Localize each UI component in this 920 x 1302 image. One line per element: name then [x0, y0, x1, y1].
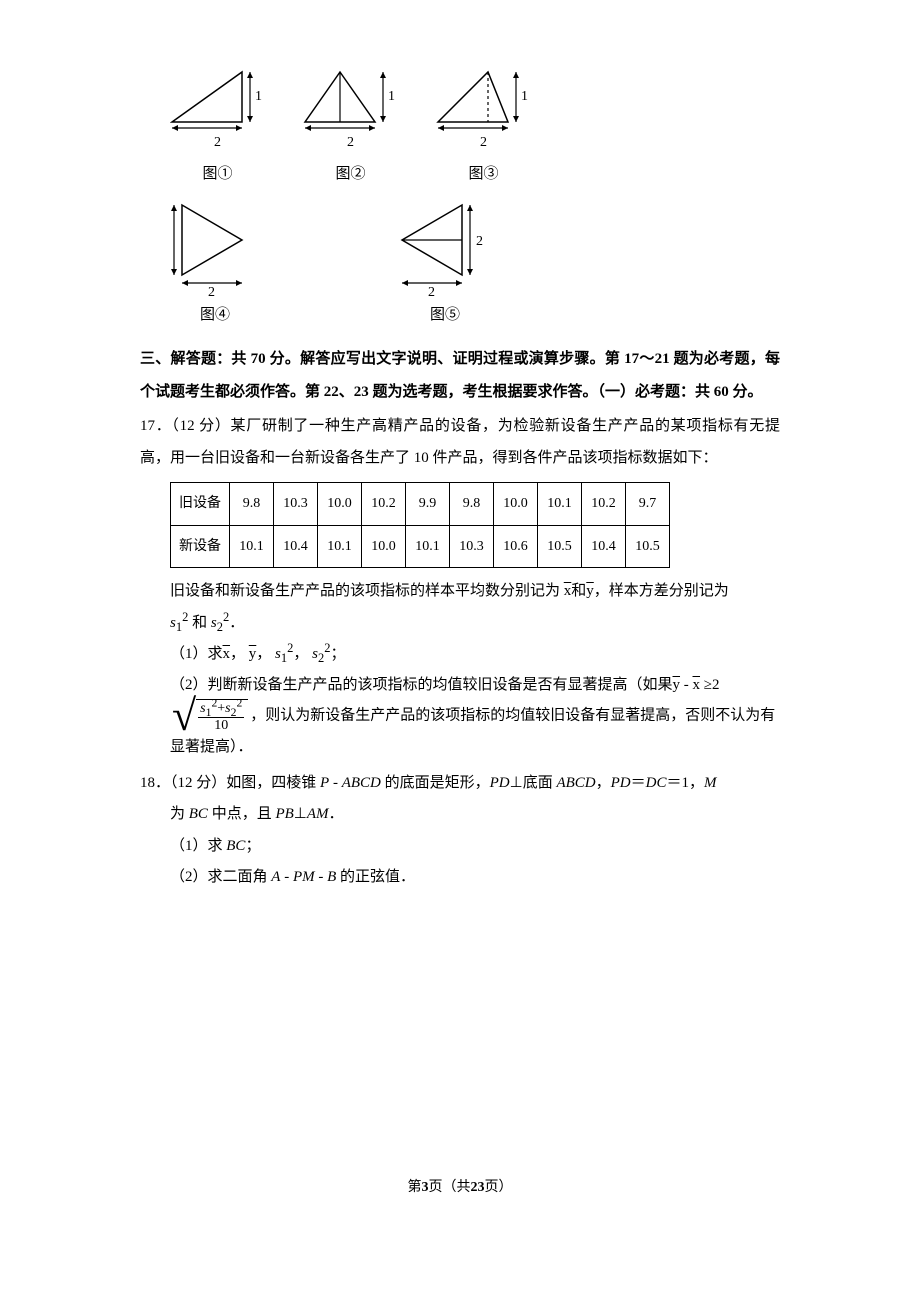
fig5-label: 图⑤	[430, 300, 460, 332]
fig1-label: 图①	[202, 159, 232, 191]
table-row: 新设备10.110.410.110.010.110.310.610.510.41…	[171, 525, 670, 567]
q17-stem: 17．（12 分）某厂研制了一种生产高精产品的设备，为检验新设备生产产品的某项指…	[140, 411, 780, 474]
triangle-3-svg: 1	[436, 70, 531, 132]
fig3-label: 图③	[468, 159, 498, 191]
q17-part2: （2）判断新设备生产产品的该项指标的均值较旧设备是否有显著提高（如果y - x …	[140, 671, 780, 762]
fig2-base: 2	[347, 128, 354, 157]
triangle-5-svg: 2 2	[400, 203, 490, 298]
fig1-h: 1	[255, 89, 262, 104]
q18-stem-line2: 为 BC 中点，且 PB⊥AM．	[140, 799, 780, 831]
question-18: 18．（12 分）如图，四棱锥 P - ABCD 的底面是矩形，PD⊥底面 AB…	[140, 768, 780, 894]
table-row: 旧设备9.810.310.010.29.99.810.010.110.29.7	[171, 483, 670, 525]
q18-part2: （2）求二面角 A - PM - B 的正弦值．	[140, 862, 780, 894]
figure-row-2: 2 2 图④ 2 2 图⑤	[170, 203, 780, 332]
section-3-heading: 三、解答题：共 70 分。解答应写出文字说明、证明过程或演算步骤。第 17～21…	[140, 343, 780, 409]
fig-2: 1 2 图②	[303, 70, 398, 191]
fig4-b: 2	[208, 285, 215, 298]
figure-row-1: 1 2 图① 1 2 图② 1 2 图③	[170, 70, 780, 191]
q17-part1: （1）求x， y， s12， s22；	[140, 639, 780, 671]
fig-1: 1 2 图①	[170, 70, 265, 191]
q17-s-line: s12 和 s22．	[140, 608, 780, 640]
fig2-label: 图②	[335, 159, 365, 191]
fig1-base: 2	[214, 128, 221, 157]
fig3-h: 1	[521, 89, 528, 104]
triangle-2-svg: 1	[303, 70, 398, 132]
fig5-b: 2	[428, 285, 435, 298]
fig-4: 2 2 图④	[170, 203, 260, 332]
q17-after-table: 旧设备和新设备生产产品的该项指标的样本平均数分别记为 x和y，样本方差分别记为	[140, 576, 780, 608]
fig-3: 1 2 图③	[436, 70, 531, 191]
fig2-h: 1	[388, 89, 395, 104]
triangle-4-svg: 2 2	[170, 203, 260, 298]
triangle-1-svg: 1	[170, 70, 265, 132]
question-17: 17．（12 分）某厂研制了一种生产高精产品的设备，为检验新设备生产产品的某项指…	[140, 411, 780, 761]
q18-stem: 18．（12 分）如图，四棱锥 P - ABCD 的底面是矩形，PD⊥底面 AB…	[140, 768, 780, 800]
q18-part1: （1）求 BC；	[140, 831, 780, 863]
fig5-h: 2	[476, 234, 483, 249]
fig3-base: 2	[480, 128, 487, 157]
page-footer: 第3页（共23页）	[0, 1173, 920, 1202]
q17-data-table: 旧设备9.810.310.010.29.99.810.010.110.29.7 …	[170, 482, 670, 568]
sqrt-expr: √ s12+s22 10	[172, 699, 248, 733]
fig-5: 2 2 图⑤	[400, 203, 490, 332]
fig4-label: 图④	[200, 300, 230, 332]
ybar: y	[586, 583, 594, 599]
